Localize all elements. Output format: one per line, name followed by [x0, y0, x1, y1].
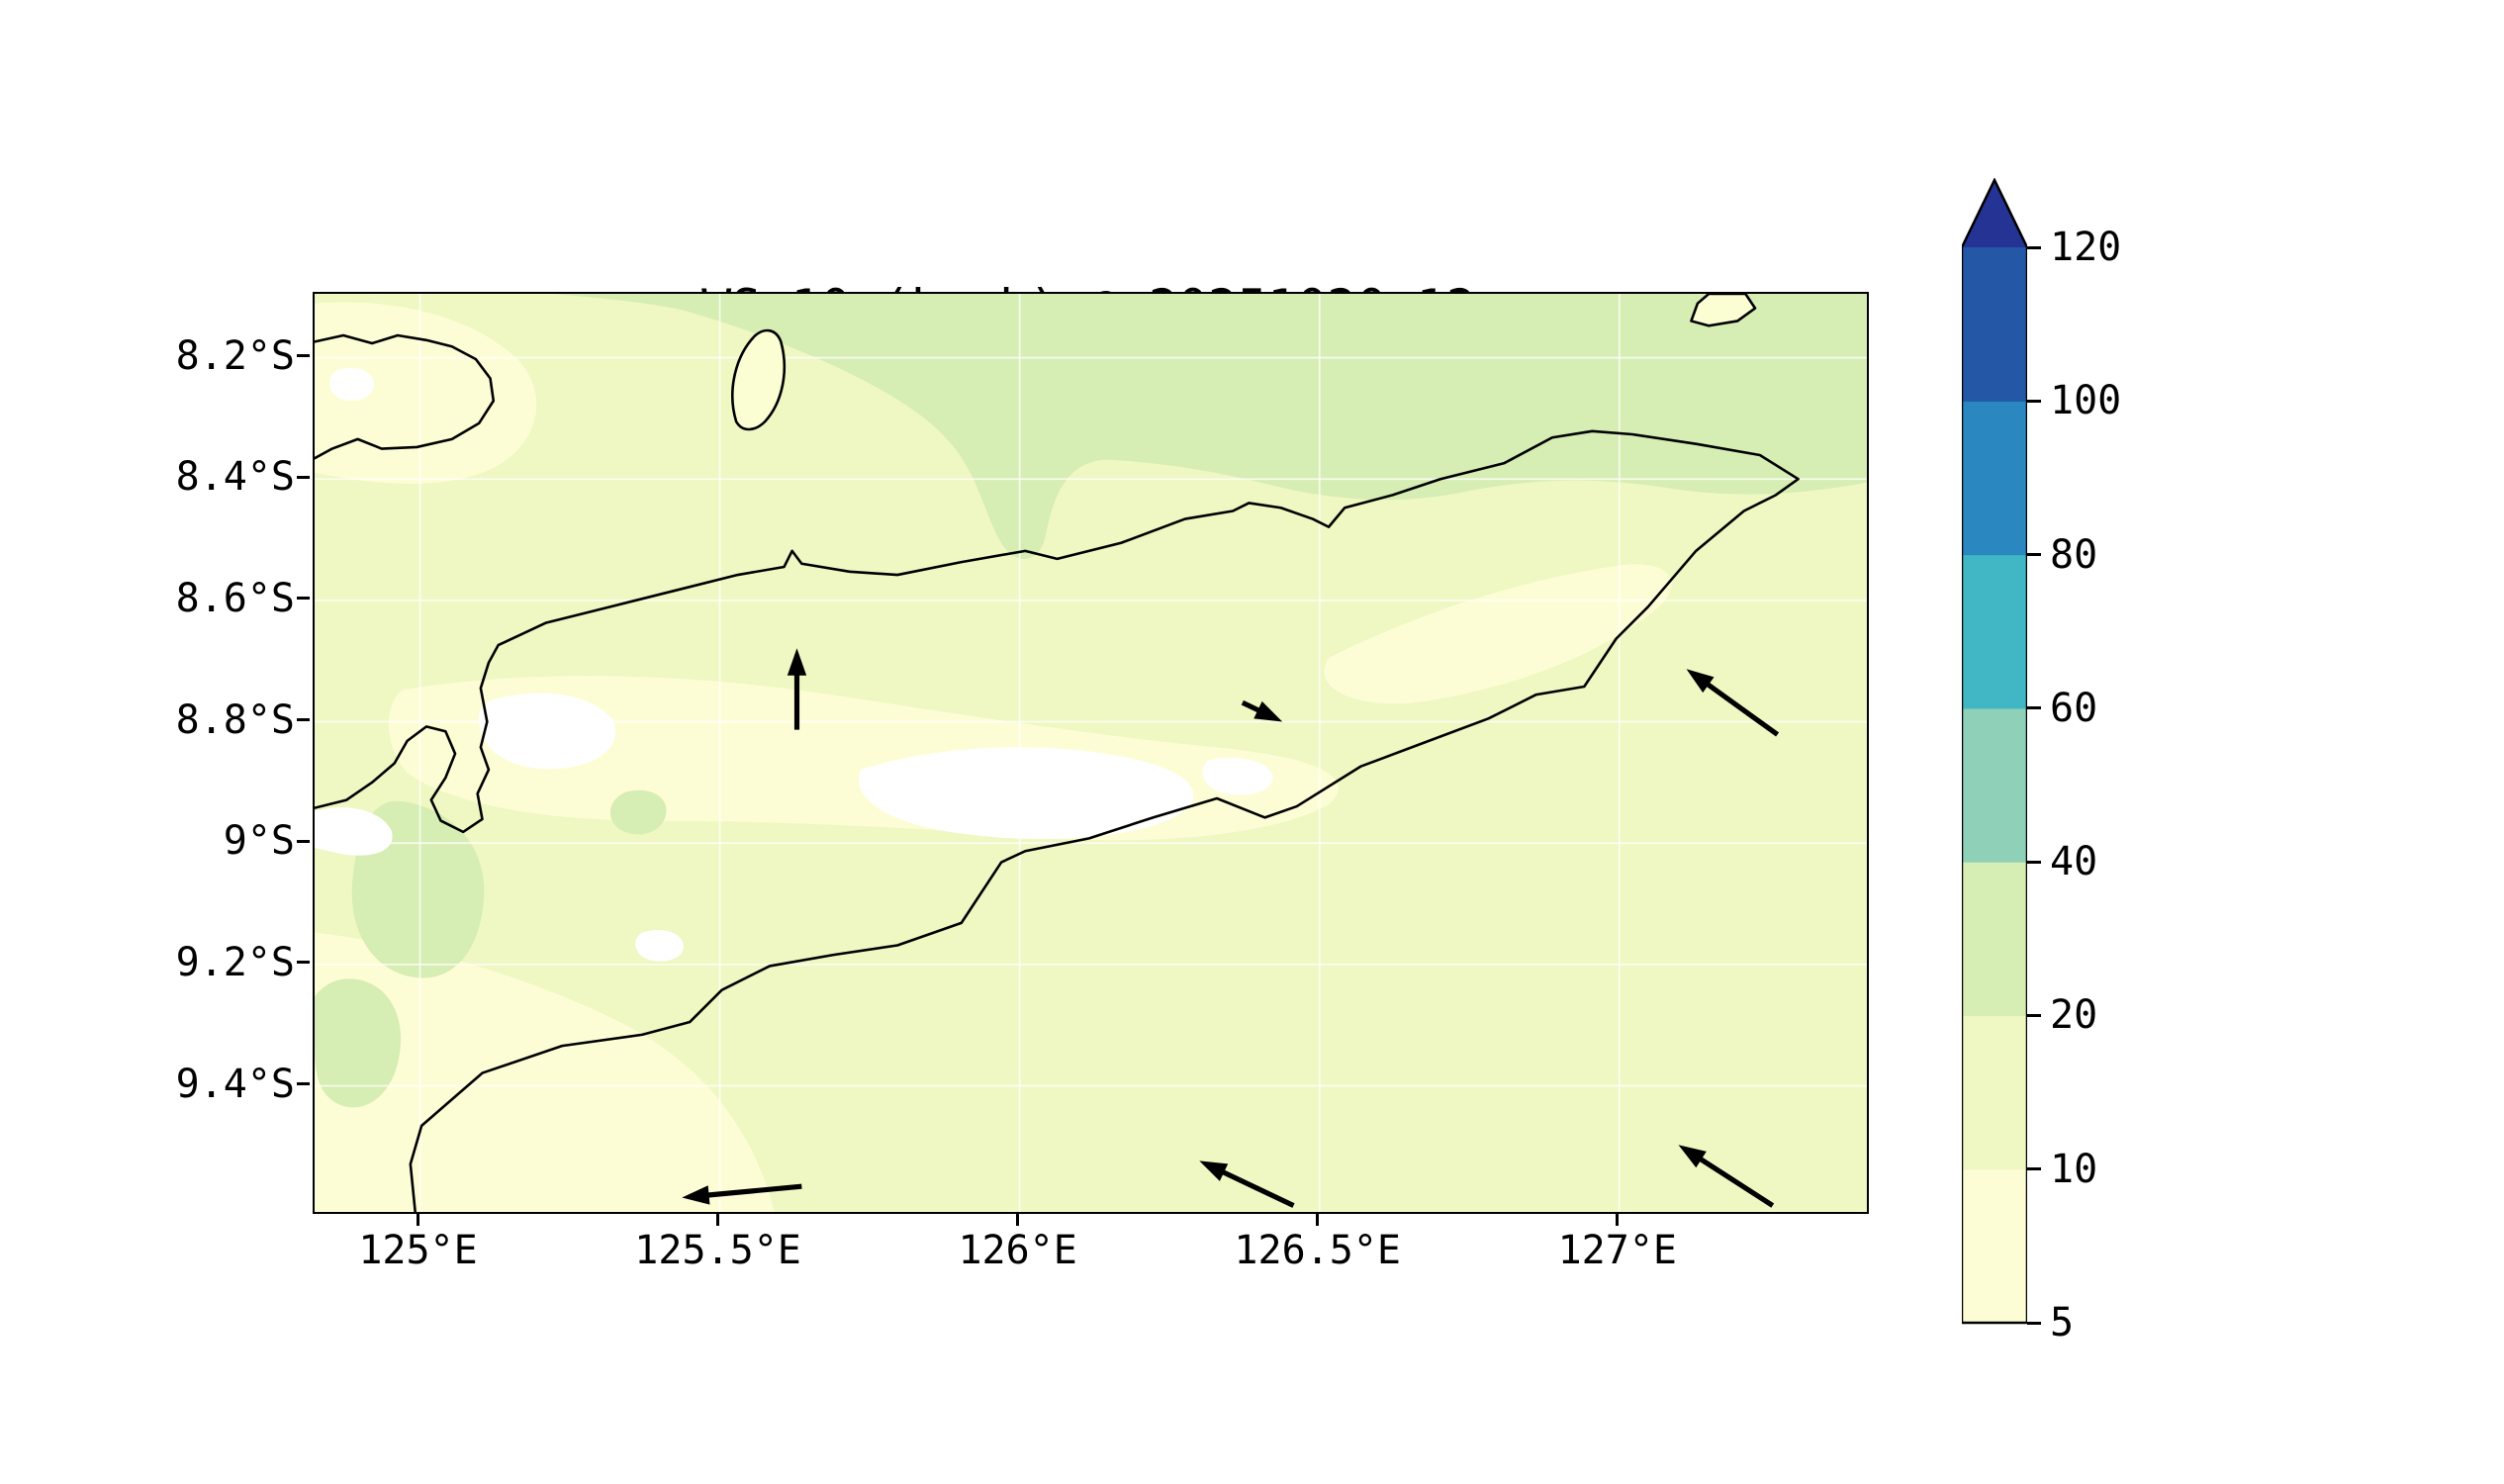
coastline-kisar-island	[1690, 294, 1757, 327]
lat-tick-label: 8.8°S	[175, 696, 295, 743]
wind-arrow-nw-south2-head	[1678, 1145, 1707, 1168]
lon-tick-mark	[417, 1213, 420, 1226]
colorbar-tick-mark	[2027, 245, 2041, 249]
lat-tick-label: 9°S	[223, 818, 295, 865]
lat-tick-label: 8.4°S	[175, 454, 295, 501]
colorbar-tick-mark	[2027, 706, 2041, 710]
lat-tick-mark	[297, 597, 310, 601]
coastline-timor-main	[315, 429, 1800, 1212]
wind-arrow-nw-south1-head	[1199, 1160, 1229, 1181]
lat-tick-mark	[297, 1082, 310, 1085]
lat-tick-label: 9.4°S	[175, 1061, 295, 1107]
colorbar	[1962, 178, 2027, 1325]
wind-arrow-w-south-shaft	[703, 1183, 802, 1198]
lon-tick-mark	[716, 1213, 720, 1226]
colorbar-outline	[1962, 178, 2027, 1325]
colorbar-tick-label: 20	[2050, 992, 2098, 1039]
contour-region-band-20-40-north	[554, 294, 1867, 559]
lat-tick-mark	[297, 961, 310, 965]
lat-tick-mark	[297, 839, 310, 843]
lon-tick-label: 126°E	[958, 1228, 1077, 1273]
contour-region-calm-west-patch	[479, 693, 616, 770]
lat-tick-label: 9.2°S	[175, 939, 295, 985]
contour-region-pale-alor-area	[315, 302, 537, 485]
colorbar-segment-100-120	[1962, 247, 2027, 402]
lon-tick-label: 125.5°E	[634, 1228, 801, 1273]
colorbar-segment-10-20	[1962, 1015, 2027, 1170]
lat-tick-mark	[297, 475, 310, 479]
colorbar-tick-label: 40	[2050, 839, 2098, 885]
contour-region-calm-small-south	[635, 930, 684, 962]
lat-tick-label: 8.6°S	[175, 575, 295, 621]
colorbar-tick-mark	[2027, 860, 2041, 864]
lon-tick-label: 126.5°E	[1234, 1228, 1401, 1273]
colorbar-segment-60-80	[1962, 554, 2027, 709]
colorbar-tick-label: 80	[2050, 531, 2098, 578]
wind-arrow-n-central-head	[787, 648, 807, 676]
wind-arrow-ese-small-head	[1253, 700, 1283, 722]
colorbar-tick-mark	[2027, 1321, 2041, 1325]
contour-region-pale-east-timor	[1324, 564, 1672, 704]
colorbar-segment-20-40	[1962, 862, 2027, 1017]
colorbar-tick-mark	[2027, 1013, 2041, 1017]
colorbar-tick-mark	[2027, 1167, 2041, 1171]
lon-tick-mark	[1316, 1213, 1320, 1226]
colorbar-tick-label: 120	[2050, 225, 2122, 270]
lat-tick-mark	[297, 718, 310, 722]
contour-region-pale-southwest	[315, 932, 775, 1212]
wind-arrow-w-south-head	[682, 1185, 710, 1205]
colorbar-segment-80-100	[1962, 401, 2027, 556]
wind-arrow-nw-south1-shaft	[1218, 1167, 1295, 1208]
lon-tick-label: 125°E	[358, 1228, 478, 1273]
colorbar-segment-40-60	[1962, 707, 2027, 863]
lon-tick-mark	[1616, 1213, 1620, 1226]
colorbar-segment-5-10	[1962, 1168, 2027, 1324]
contour-region-band-20-40-west-blob-lower	[315, 978, 402, 1108]
colorbar-tick-label: 10	[2050, 1146, 2098, 1192]
lon-tick-label: 127°E	[1557, 1228, 1677, 1273]
lon-tick-mark	[1016, 1213, 1020, 1226]
lat-tick-label: 8.2°S	[175, 332, 295, 379]
coastline-atauro-island	[731, 328, 787, 431]
wind-arrow-nw-east-shaft	[1703, 680, 1780, 737]
lat-tick-mark	[297, 354, 310, 358]
contour-region-calm-central-patch	[859, 747, 1194, 840]
wind-arrow-nw-east-head	[1686, 669, 1715, 694]
colorbar-tick-label: 5	[2050, 1300, 2075, 1345]
contour-region-calm-central-small	[1202, 758, 1273, 795]
colorbar-tick-label: 100	[2050, 378, 2122, 424]
wind-speed-map	[315, 294, 1867, 1212]
colorbar-tick-mark	[2027, 399, 2041, 403]
colorbar-tick-label: 60	[2050, 685, 2098, 731]
contour-region-band-20-40-mid-spot	[609, 789, 667, 835]
colorbar-extend-triangle	[1962, 180, 2027, 247]
coastline-alor-island	[315, 333, 496, 460]
colorbar-tick-mark	[2027, 553, 2041, 557]
map-plot	[313, 292, 1869, 1214]
contour-region-calm-alor-spot	[329, 367, 374, 401]
wind-arrow-nw-south2-shaft	[1696, 1155, 1775, 1208]
